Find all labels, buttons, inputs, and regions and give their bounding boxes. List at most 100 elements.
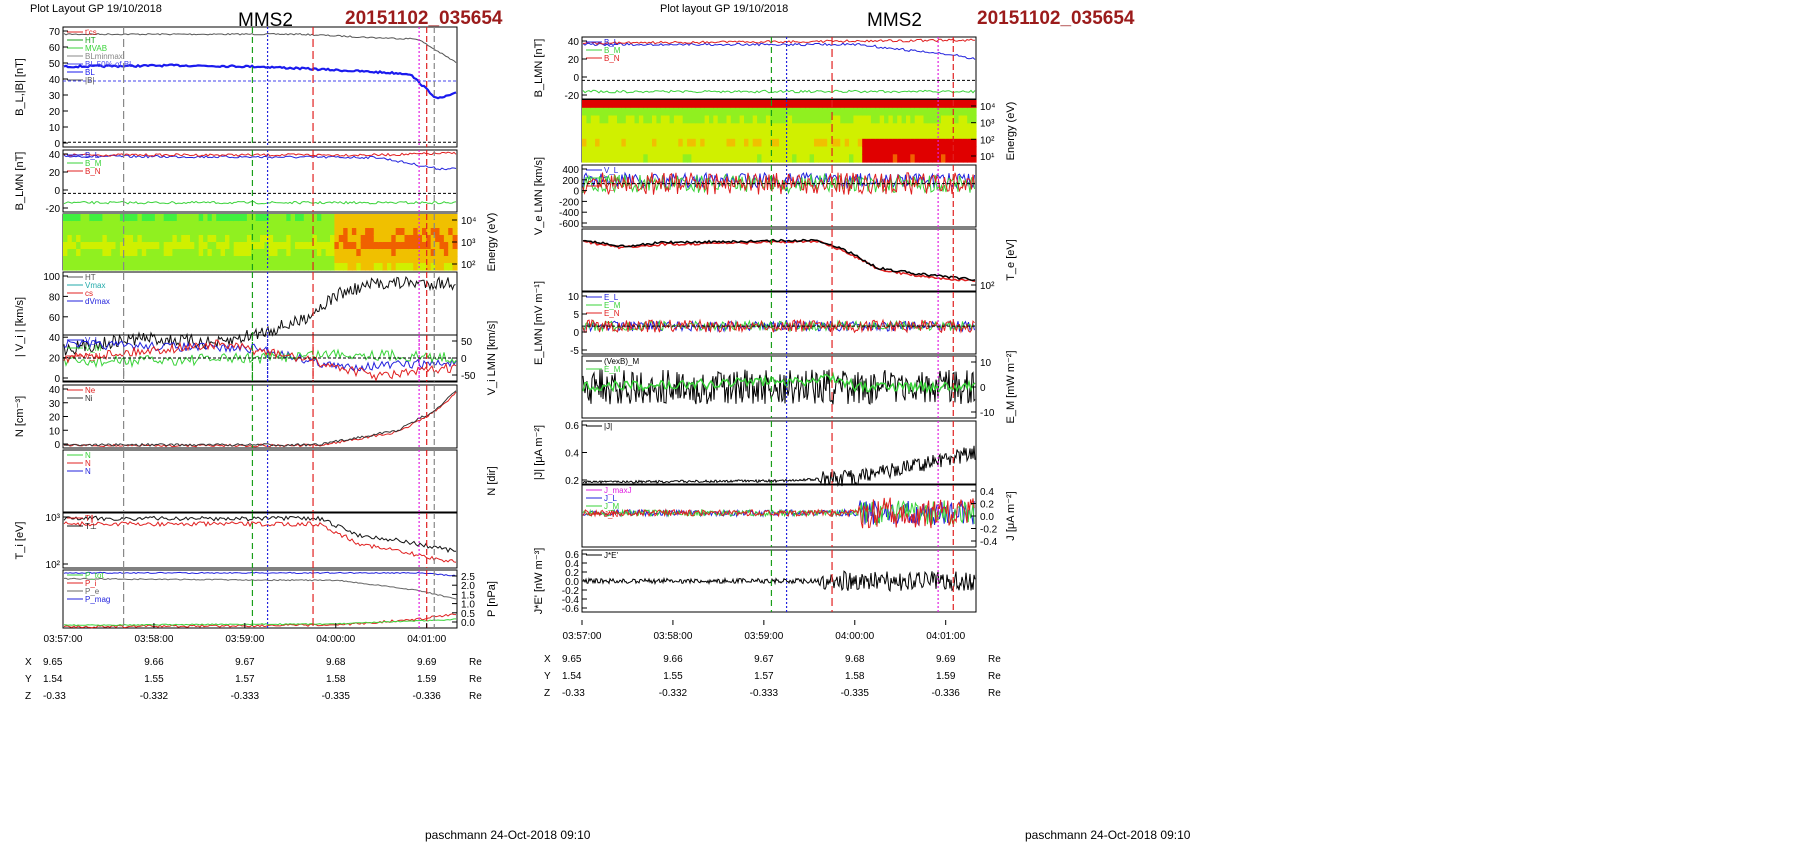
spectrogram-cell [678, 154, 684, 163]
spectrogram-cell [787, 100, 793, 109]
spectrogram-cell [435, 221, 441, 229]
legend-entry: B_N [604, 54, 620, 63]
spectrogram-cell [962, 131, 968, 140]
spectrogram-cell [643, 146, 649, 155]
spectrogram-cell [404, 214, 410, 222]
y-tick-label: 60 [49, 43, 61, 54]
spectrogram-cell [822, 100, 828, 109]
legend-entry: B_M [85, 159, 102, 168]
spectrogram-cell [255, 242, 261, 250]
legend-entry: Ne [85, 386, 96, 395]
spectrogram-cell [330, 256, 335, 264]
spectrogram-cell [124, 221, 130, 229]
spectrogram-cell [308, 249, 314, 257]
spectrogram-cell [673, 115, 679, 124]
spectrogram-cell [849, 100, 854, 109]
spectrogram-cell [805, 146, 811, 155]
series-line-P-e [63, 618, 456, 627]
spectrogram-cell [264, 242, 270, 250]
spectrogram-cell [338, 221, 344, 229]
spectrogram-cell [927, 115, 933, 124]
legend-entry: V_N [85, 352, 101, 361]
spectrogram-cell [115, 214, 121, 222]
spectrogram-cell [962, 115, 968, 124]
spectrogram-cell [827, 100, 833, 109]
spectrogram-cell [608, 146, 614, 155]
spectrogram-cell [599, 123, 605, 132]
spectrogram-cell [417, 263, 423, 271]
spectrogram-cell [154, 256, 160, 264]
spectrogram-cell [879, 123, 885, 132]
spectrogram-cell [225, 263, 230, 271]
spectrogram-cell [251, 214, 257, 222]
spectrogram-cell [853, 154, 859, 163]
spectrogram-cell [400, 235, 406, 243]
y-tick-label: -0.6 [562, 604, 580, 615]
spectrogram-cell [286, 228, 292, 236]
spectrogram-cell [387, 228, 392, 236]
spectrogram-cell [413, 249, 419, 257]
spectrogram-cell [582, 100, 587, 109]
spectrogram-cell [119, 214, 125, 222]
spectrogram-cell [277, 249, 283, 257]
spectrogram-cell [857, 107, 863, 117]
spectrogram-cell [404, 228, 410, 236]
spectrogram-cell [299, 256, 305, 264]
spectrogram-cell [93, 249, 99, 257]
spectrogram-cell [630, 131, 636, 140]
spectrogram-cell [343, 228, 349, 236]
spectrogram-cell [805, 154, 811, 163]
y-tick-label: 100 [43, 272, 60, 283]
spectrogram-cell [787, 115, 793, 124]
spectrogram-cell [264, 235, 270, 243]
spectrogram-cell [945, 107, 951, 117]
spectrogram-cell [892, 115, 898, 124]
panel-frame-te [581, 228, 977, 292]
spectrogram-cell [443, 256, 449, 264]
spectrogram-cell [378, 263, 384, 271]
spectrogram-cell [809, 146, 815, 155]
spectrogram-cell [325, 249, 331, 257]
spectrogram-cell [612, 146, 618, 155]
spectrogram-cell [774, 100, 780, 109]
spectrogram-cell [761, 146, 767, 155]
spectrogram-cell [435, 263, 441, 271]
spectrogram-cell [89, 263, 95, 271]
spectrogram-cell [308, 214, 314, 222]
legend-entry: J_N [604, 510, 618, 519]
legend-entry: Ni [85, 394, 93, 403]
spectrogram-cell [660, 138, 666, 148]
spectrogram-cell [295, 256, 300, 264]
spectrogram-cell [316, 242, 322, 250]
spectrogram-cell [870, 146, 876, 155]
spectrogram-cell [617, 146, 622, 155]
y-tick-label-right: 2.0 [461, 581, 475, 592]
spectrogram-cell [229, 242, 235, 250]
spectrogram-cell [687, 123, 693, 132]
spectrogram-cell [582, 115, 587, 124]
spectrogram-cell [590, 138, 596, 148]
spectrogram-cell [181, 242, 187, 250]
spectrogram-cell [80, 228, 86, 236]
spectrogram-cell [949, 138, 955, 148]
spectrogram-cell [761, 115, 767, 124]
spectrogram-cell [800, 138, 806, 148]
spectrogram-cell [866, 123, 872, 132]
spectrogram-cell [783, 154, 789, 163]
spectrogram-cell [857, 115, 863, 124]
y-axis-label-right: T_e [eV] [1005, 239, 1017, 281]
spectrogram-cell [150, 228, 156, 236]
spectrogram-cell [181, 263, 187, 271]
spectrogram-cell [216, 256, 222, 264]
spectrogram-cell [805, 131, 811, 140]
spectrogram-cell [430, 221, 436, 229]
spectrogram-cell [744, 131, 749, 140]
spectrogram-cell [932, 146, 938, 155]
spectrogram-cell [238, 249, 244, 257]
spectrogram-cell [435, 242, 441, 250]
spectrogram-cell [71, 214, 77, 222]
spectrogram-cell [211, 242, 217, 250]
spectrogram-cell [796, 115, 802, 124]
legend-entry: V_M [604, 174, 621, 183]
spectrogram-cell [290, 221, 296, 229]
